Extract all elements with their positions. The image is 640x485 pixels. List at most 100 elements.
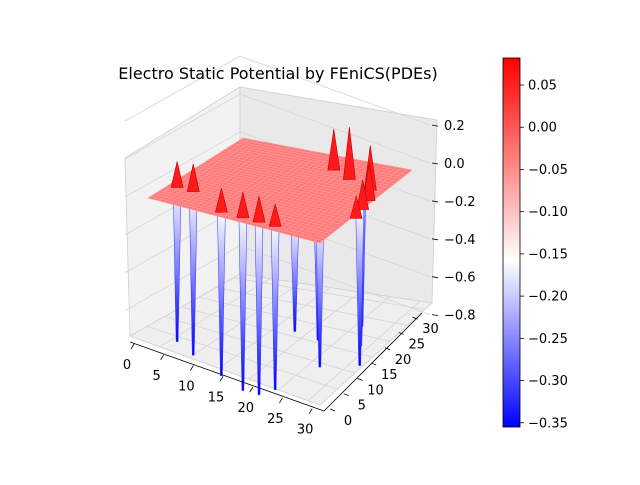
surface-mesh [150,138,410,242]
z-tick-label: −0.4 [444,233,476,248]
mesh-line [210,158,381,196]
grid-line [124,93,241,160]
x-tick-label: 5 [153,369,161,384]
y-tick-label: 30 [422,322,439,337]
y-tick [357,378,363,381]
grid-line [124,131,241,198]
y-tick-label: 15 [381,368,398,383]
colorbar-gradient [502,57,521,428]
colorbar-tick-label: −0.25 [528,332,568,347]
x-tick-label: 20 [237,401,254,416]
y-tick [343,393,349,397]
z-tick [431,238,439,241]
surface-peak [215,188,228,213]
mesh-line [298,165,392,238]
y-tick-label: 10 [367,383,384,398]
y-axis-line [323,312,423,412]
y-tick [398,332,404,335]
colorbar-tick-label: −0.10 [528,205,568,220]
colorbar-tick-label: −0.30 [528,374,568,389]
y-tick-label: 20 [395,353,412,368]
colorbar-tick-label: −0.15 [528,247,568,262]
x-axis-line [129,341,325,412]
mesh-line [287,163,381,235]
grid-line [239,55,431,126]
mesh-line [195,167,367,207]
surface-peak [252,196,266,223]
surface-peak [186,163,200,192]
x-tick [160,354,165,360]
surface-peak [349,195,363,219]
grid-line [248,291,361,380]
z-tick-label: 0.0 [444,157,465,172]
y-tick-label: 25 [408,337,425,352]
mesh-line [239,139,410,173]
x-tick-label: 25 [267,412,284,427]
grid-line [239,93,431,164]
x-tick [249,386,254,393]
mesh-line [266,159,360,230]
grid-line [278,296,391,391]
z-tick [431,124,439,127]
grid-line [233,277,426,310]
mesh-line [198,165,369,205]
mesh-line [303,166,397,239]
surface-peak [268,203,282,227]
z-tick [431,162,439,165]
mesh-line [239,154,333,223]
z-tick [431,200,439,203]
axes-3d [124,55,438,406]
surface-peak [327,129,341,171]
x-tick [219,376,224,382]
z-tick [431,276,439,279]
surface [147,127,413,396]
mesh-line [234,143,404,178]
grid-line [307,300,421,401]
mesh-line [204,162,375,200]
z-tick-label: 0.2 [444,119,465,134]
mesh-line [237,141,407,175]
y-tick [412,316,418,320]
colorbar-tick-label: 0.05 [528,79,557,94]
mesh-line [222,150,392,187]
grid-line [124,55,241,122]
x-tick [279,397,283,404]
x-tick-label: 30 [297,423,314,438]
y-tick-label: 0 [344,414,352,429]
colorbar-tick-label: −0.20 [528,290,568,305]
mesh-line [216,154,387,191]
z-tick-label: −0.8 [444,309,476,324]
y-tick [329,408,336,412]
mesh-line [213,156,384,194]
x-tick [190,365,194,371]
colorbar-ticks: 0.05 0.00 −0.05 −0.10 −0.15 −0.20 −0.25 −0.30 −0… [520,79,568,431]
z-tick-label: −0.6 [444,271,476,286]
chart-title: Electro Static Potential by FEniCS(PDEs) [118,64,437,83]
z-tick-label: −0.2 [444,195,476,210]
grid-line [129,335,321,406]
colorbar-tick-label: 0.00 [528,121,557,136]
y-tick [384,347,391,351]
colorbar-tick-label: −0.35 [528,416,568,431]
mesh-line [207,160,378,198]
y-tick-label: 5 [358,399,366,414]
x-tick [308,408,313,414]
mesh-line [201,164,372,203]
surface-peak [343,127,356,180]
x-axis: 0 5 10 15 20 25 30 [123,341,325,438]
z-axis: 0.2 0.0 −0.2 −0.4 −0.6 −0.8 [431,119,476,324]
surface-peak [362,163,376,201]
surface-peak [356,179,370,210]
z-tick [431,314,439,316]
grid-line [215,287,408,326]
surface-peak [170,161,184,188]
peaks-group [170,127,377,227]
x-tick-label: 0 [123,358,131,373]
colorbar: 0.05 0.00 −0.05 −0.10 −0.15 −0.20 −0.25 −0.30 −0… [502,57,568,431]
colorbar-tick-label: −0.05 [528,163,568,178]
mesh-line [282,162,376,234]
x-tick-label: 15 [208,390,225,405]
surface-peak [236,192,250,219]
